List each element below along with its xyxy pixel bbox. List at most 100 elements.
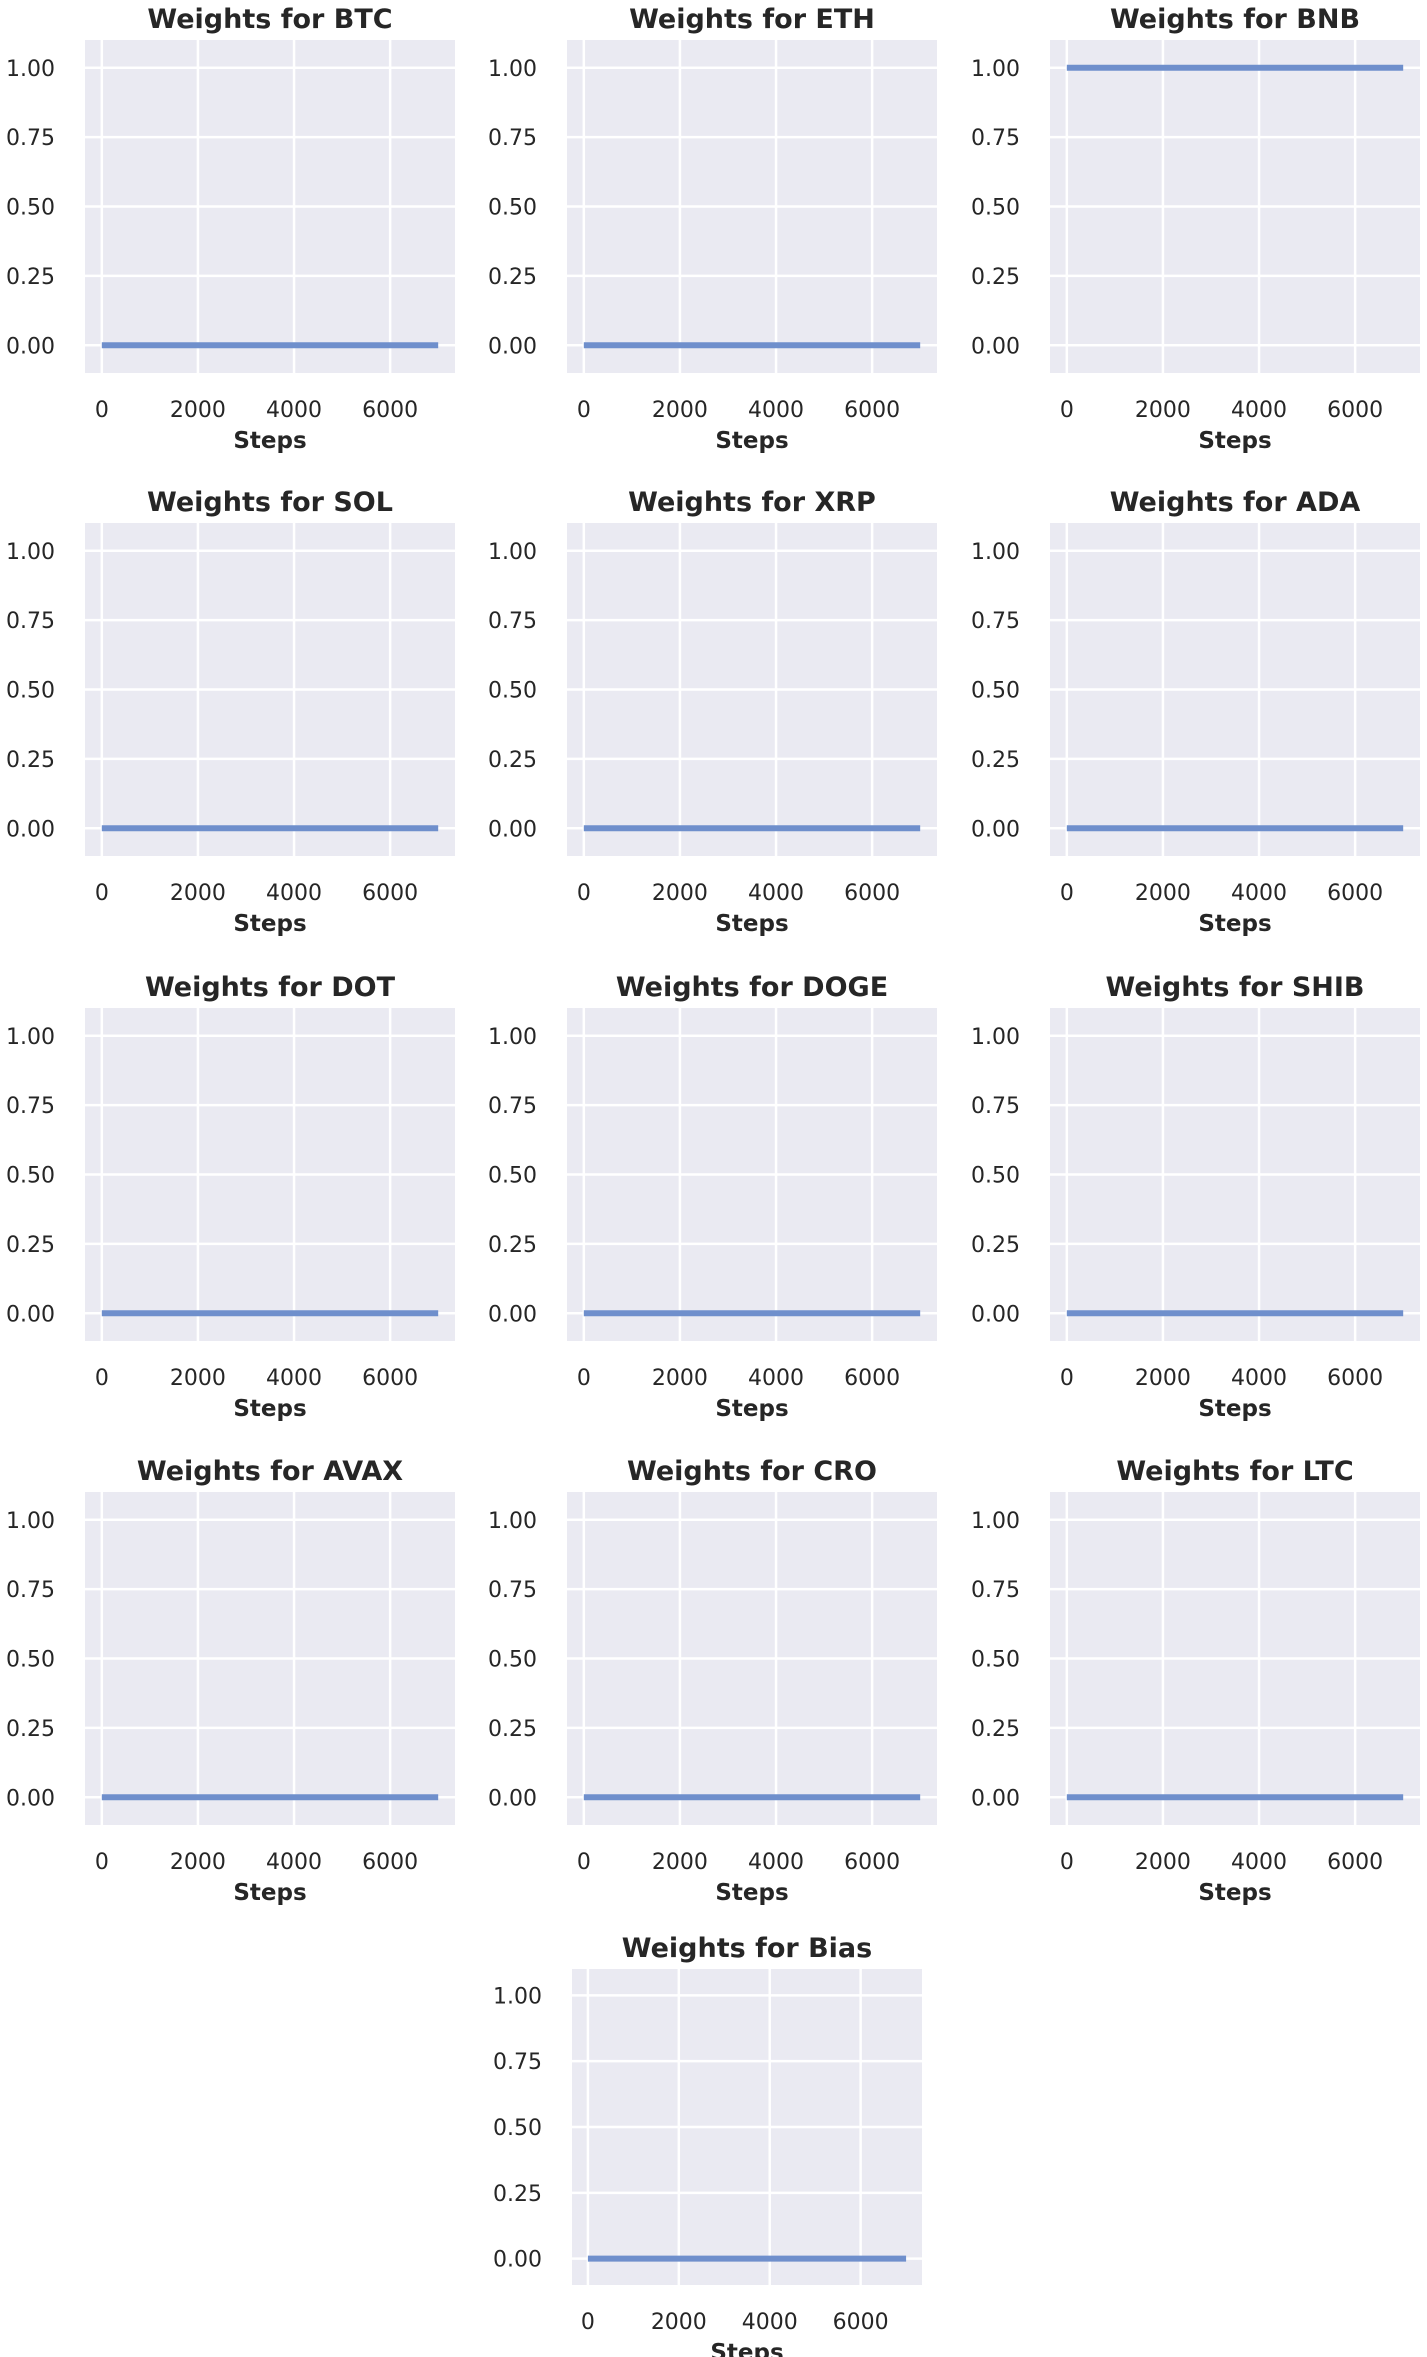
y-tick-label: 1.00 — [971, 540, 1020, 565]
x-tick-label: 4000 — [748, 398, 804, 423]
y-tick-label: 0.25 — [971, 748, 1020, 773]
y-tick-label: 0.75 — [488, 609, 537, 634]
x-tick-label: 0 — [95, 398, 109, 423]
y-tick-label: 0.00 — [6, 1302, 55, 1327]
x-axis-label: Steps — [1198, 428, 1271, 454]
x-tick-label: 6000 — [844, 398, 900, 423]
y-tick-label: 0.25 — [971, 1233, 1020, 1258]
x-tick-label: 0 — [577, 398, 591, 423]
x-tick-label: 4000 — [1231, 398, 1287, 423]
x-tick-label: 0 — [1060, 1366, 1074, 1391]
y-tick-label: 0.75 — [488, 1094, 537, 1119]
subplot-12: 0.00 0.25 0.50 0.75 1.00 0 2000 4000 6000 Steps We… — [493, 1933, 922, 2357]
x-tick-label: 6000 — [1327, 398, 1383, 423]
chart-title: Weights for AVAX — [137, 1456, 403, 1487]
subplot-10: 0.00 0.25 0.50 0.75 1.00 0 2000 4000 6000 Steps We… — [488, 1456, 937, 1906]
x-tick-label: 4000 — [742, 2310, 798, 2335]
x-tick-label: 4000 — [1231, 1850, 1287, 1875]
x-axis-label: Steps — [233, 1880, 306, 1906]
y-tick-label: 0.50 — [971, 679, 1020, 704]
y-tick-label: 0.25 — [6, 1233, 55, 1258]
chart-title: Weights for BTC — [147, 4, 392, 35]
y-tick-label: 0.00 — [488, 1302, 537, 1327]
subplot-7: 0.00 0.25 0.50 0.75 1.00 0 2000 4000 6000 Steps We… — [488, 972, 937, 1422]
subplot-8: 0.00 0.25 0.50 0.75 1.00 0 2000 4000 6000 Steps We… — [971, 972, 1420, 1422]
y-tick-label: 0.50 — [488, 196, 537, 221]
x-tick-label: 4000 — [266, 881, 322, 906]
x-tick-label: 2000 — [652, 881, 708, 906]
y-tick-label: 1.00 — [488, 540, 537, 565]
x-tick-label: 2000 — [1135, 1850, 1191, 1875]
x-axis-label: Steps — [715, 911, 788, 937]
x-tick-label: 2000 — [651, 2310, 707, 2335]
chart-title: Weights for Bias — [622, 1933, 872, 1964]
x-tick-label: 0 — [577, 1366, 591, 1391]
x-tick-label: 4000 — [1231, 881, 1287, 906]
y-tick-label: 0.75 — [971, 1094, 1020, 1119]
x-tick-label: 4000 — [266, 1366, 322, 1391]
y-tick-label: 1.00 — [971, 57, 1020, 82]
y-tick-label: 0.75 — [6, 1578, 55, 1603]
y-tick-label: 0.75 — [493, 2050, 542, 2075]
y-tick-label: 0.25 — [971, 265, 1020, 290]
x-axis-label: Steps — [233, 428, 306, 454]
x-tick-label: 2000 — [1135, 881, 1191, 906]
y-tick-label: 0.75 — [971, 609, 1020, 634]
y-tick-label: 0.00 — [971, 1302, 1020, 1327]
x-tick-label: 6000 — [1327, 1850, 1383, 1875]
y-tick-label: 0.00 — [488, 334, 537, 359]
x-tick-label: 6000 — [844, 1366, 900, 1391]
chart-title: Weights for SOL — [147, 487, 393, 518]
y-tick-label: 0.25 — [493, 2182, 542, 2207]
x-axis-label: Steps — [710, 2340, 783, 2357]
subplot-5: 0.00 0.25 0.50 0.75 1.00 0 2000 4000 6000 Steps We… — [971, 487, 1420, 937]
y-tick-label: 0.25 — [488, 1233, 537, 1258]
chart-title: Weights for DOGE — [616, 972, 888, 1003]
x-tick-label: 2000 — [170, 881, 226, 906]
subplot-6: 0.00 0.25 0.50 0.75 1.00 0 2000 4000 6000 Steps We… — [6, 972, 455, 1422]
y-tick-label: 0.75 — [971, 1578, 1020, 1603]
y-tick-label: 1.00 — [6, 1509, 55, 1534]
chart-title: Weights for ETH — [629, 4, 875, 35]
x-tick-label: 6000 — [362, 1850, 418, 1875]
x-tick-label: 6000 — [1327, 881, 1383, 906]
y-tick-label: 0.75 — [488, 1578, 537, 1603]
y-tick-label: 0.25 — [971, 1717, 1020, 1742]
y-tick-label: 0.25 — [488, 265, 537, 290]
y-tick-label: 0.00 — [971, 334, 1020, 359]
x-tick-label: 6000 — [1327, 1366, 1383, 1391]
x-tick-label: 0 — [95, 881, 109, 906]
x-axis-label: Steps — [233, 1396, 306, 1422]
x-tick-label: 0 — [577, 881, 591, 906]
subplot-4: 0.00 0.25 0.50 0.75 1.00 0 2000 4000 6000 Steps We… — [488, 487, 937, 937]
x-tick-label: 6000 — [844, 881, 900, 906]
y-tick-label: 0.75 — [971, 126, 1020, 151]
x-tick-label: 0 — [95, 1366, 109, 1391]
y-tick-label: 1.00 — [488, 57, 537, 82]
x-tick-label: 6000 — [362, 398, 418, 423]
subplot-9: 0.00 0.25 0.50 0.75 1.00 0 2000 4000 6000 Steps We… — [6, 1456, 455, 1906]
x-tick-label: 4000 — [1231, 1366, 1287, 1391]
y-tick-label: 1.00 — [971, 1025, 1020, 1050]
x-axis-label: Steps — [1198, 911, 1271, 937]
y-tick-label: 0.50 — [971, 1164, 1020, 1189]
x-tick-label: 2000 — [1135, 398, 1191, 423]
y-tick-label: 0.50 — [488, 1648, 537, 1673]
y-tick-label: 0.00 — [6, 817, 55, 842]
x-tick-label: 6000 — [362, 1366, 418, 1391]
y-tick-label: 0.00 — [488, 817, 537, 842]
chart-title: Weights for DOT — [145, 972, 396, 1003]
x-tick-label: 6000 — [844, 1850, 900, 1875]
subplot-0: 0.00 0.25 0.50 0.75 1.00 0 2000 4000 6000 Steps We… — [6, 4, 455, 454]
chart-title: Weights for XRP — [628, 487, 876, 518]
y-tick-label: 0.25 — [6, 265, 55, 290]
y-tick-label: 1.00 — [6, 1025, 55, 1050]
y-tick-label: 1.00 — [493, 1984, 542, 2009]
x-tick-label: 0 — [1060, 881, 1074, 906]
x-tick-label: 2000 — [652, 1366, 708, 1391]
x-tick-label: 0 — [577, 1850, 591, 1875]
subplot-1: 0.00 0.25 0.50 0.75 1.00 0 2000 4000 6000 Steps We… — [488, 4, 937, 454]
subplot-11: 0.00 0.25 0.50 0.75 1.00 0 2000 4000 6000 Steps We… — [971, 1456, 1420, 1906]
x-axis-label: Steps — [1198, 1396, 1271, 1422]
